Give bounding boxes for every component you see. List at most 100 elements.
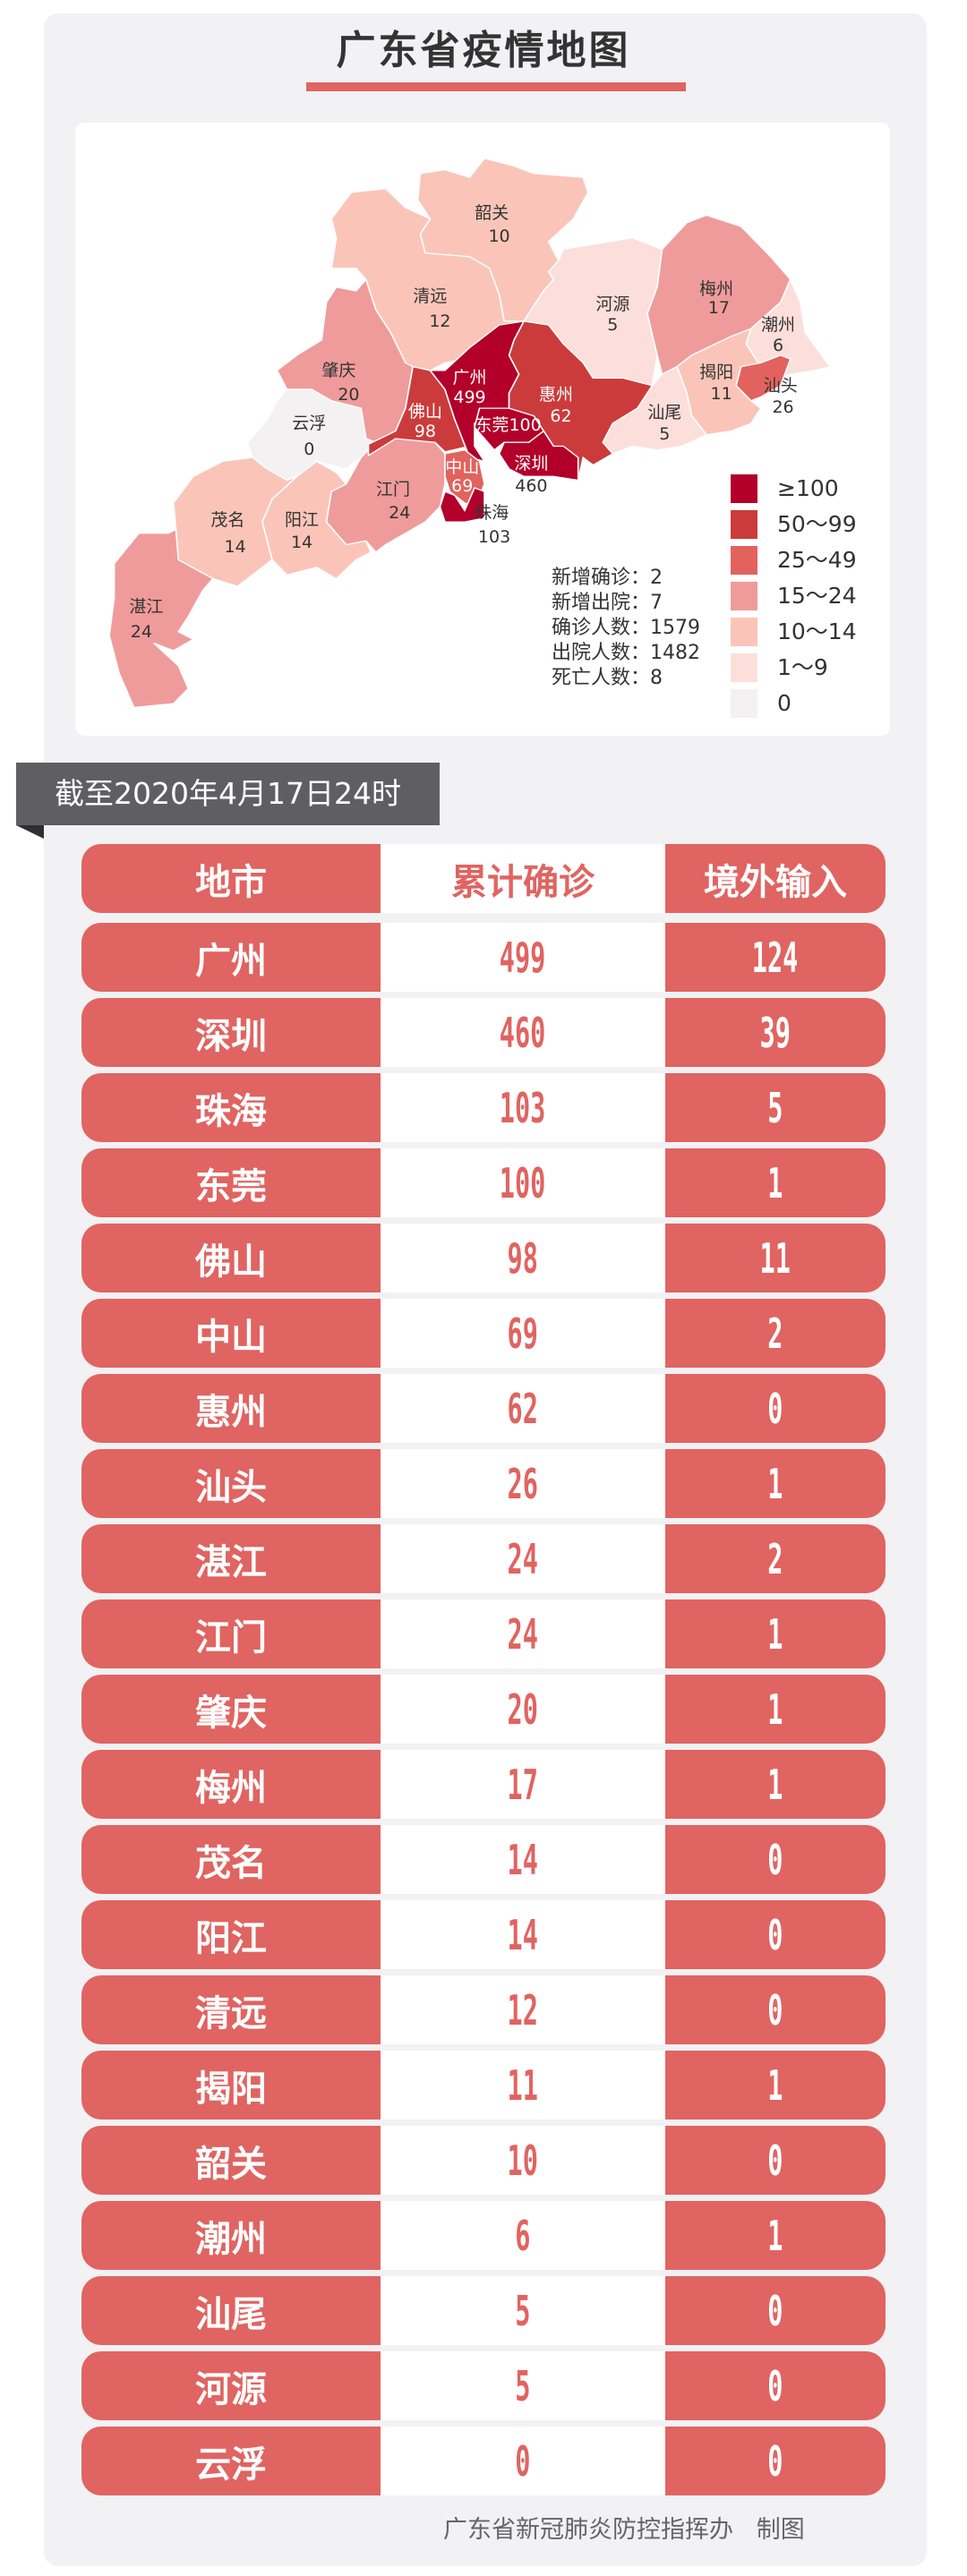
- stat-total-discharged: 出院人数：1482: [552, 642, 700, 664]
- region-name: 梅州: [699, 278, 734, 299]
- total-confirmed-value: 20: [507, 1685, 539, 1734]
- total-confirmed-cell: 24: [381, 1599, 665, 1668]
- region-name: 汕尾: [647, 403, 682, 423]
- legend-label: 1～9: [777, 654, 828, 680]
- total-confirmed-cell: 24: [381, 1524, 665, 1593]
- imported-value: 1: [767, 1609, 783, 1659]
- region-value: 460: [515, 475, 548, 496]
- city-cell: 河源: [81, 2351, 381, 2420]
- table-row: 汕头 26 1: [81, 1449, 886, 1518]
- region-name: 韶关: [475, 203, 509, 224]
- stat-new-discharged: 新增出院：7: [552, 592, 663, 614]
- legend-label: 50～99: [777, 511, 857, 537]
- imported-cell: 5: [665, 1073, 886, 1142]
- table-row: 中山 69 2: [81, 1299, 886, 1368]
- region-name: 深圳: [514, 453, 549, 473]
- stat-new-confirmed: 新增确诊：2: [552, 567, 663, 589]
- total-confirmed-value: 103: [500, 1083, 546, 1132]
- region-value: 26: [772, 397, 794, 418]
- legend-label: 15～24: [777, 583, 857, 609]
- total-confirmed-value: 5: [515, 2361, 531, 2410]
- header-city: 地市: [81, 844, 381, 913]
- city-cell: 珠海: [81, 1073, 381, 1142]
- city-cell: 肇庆: [81, 1675, 381, 1744]
- region-value: 14: [224, 536, 246, 557]
- imported-value: 0: [767, 2136, 783, 2185]
- imported-cell: 124: [665, 923, 886, 992]
- city-cell: 中山: [81, 1299, 381, 1368]
- total-confirmed-cell: 0: [381, 2427, 665, 2495]
- table-row: 广州 499 124: [81, 923, 886, 992]
- region-value: 5: [607, 315, 619, 336]
- region-name: 中山: [445, 456, 480, 477]
- city-cell: 湛江: [81, 1524, 381, 1593]
- legend-swatch: [731, 689, 757, 718]
- total-confirmed-cell: 5: [381, 2351, 665, 2420]
- imported-value: 0: [767, 1384, 783, 1433]
- map-region: [735, 354, 792, 402]
- table-row: 肇庆 20 1: [81, 1675, 886, 1744]
- map-stats: 新增确诊：2 新增出院：7 确诊人数：1579 出院人数：1482 死亡人数：8: [552, 566, 700, 691]
- legend-swatch: [731, 474, 757, 503]
- region-value: 17: [707, 298, 730, 319]
- total-confirmed-value: 12: [507, 1985, 539, 2034]
- imported-value: 2: [767, 1309, 783, 1358]
- total-confirmed-value: 6: [515, 2211, 531, 2260]
- region-value: 0: [304, 439, 315, 459]
- imported-value: 5: [767, 1083, 783, 1132]
- total-confirmed-cell: 100: [381, 1148, 665, 1217]
- total-confirmed-value: 5: [515, 2286, 531, 2335]
- imported-value: 0: [767, 2436, 783, 2486]
- imported-value: 2: [767, 1534, 783, 1583]
- total-confirmed-cell: 5: [381, 2276, 665, 2345]
- table-row: 汕尾 5 0: [81, 2276, 886, 2345]
- region-value: 24: [130, 621, 152, 642]
- total-confirmed-cell: 10: [381, 2126, 665, 2195]
- region-value: 20: [338, 385, 360, 405]
- city-cell: 阳江: [81, 1900, 381, 1969]
- region-name: 汕头: [763, 375, 798, 396]
- total-confirmed-value: 100: [500, 1158, 546, 1207]
- region-name: 湛江: [129, 597, 164, 618]
- imported-cell: 2: [665, 1524, 886, 1593]
- total-confirmed-cell: 103: [381, 1073, 665, 1142]
- legend-label: 0: [777, 690, 792, 716]
- table-row: 深圳 460 39: [81, 998, 886, 1067]
- city-cell: 汕尾: [81, 2276, 381, 2345]
- region-value: 11: [710, 384, 732, 405]
- region-name: 茂名: [210, 509, 245, 530]
- region-value: 6: [772, 336, 784, 356]
- imported-cell: 0: [665, 1374, 886, 1443]
- imported-value: 0: [767, 1910, 783, 1959]
- legend-swatch: [731, 618, 757, 646]
- total-confirmed-cell: 26: [381, 1449, 665, 1518]
- table-row: 揭阳 11 1: [81, 2051, 886, 2120]
- table-row: 东莞 100 1: [81, 1148, 886, 1217]
- total-confirmed-value: 62: [507, 1384, 539, 1433]
- city-cell: 清远: [81, 1975, 381, 2044]
- imported-cell: 1: [665, 1599, 886, 1668]
- city-cell: 惠州: [81, 1374, 381, 1443]
- table-row: 阳江 14 0: [81, 1900, 886, 1969]
- legend-swatch: [731, 546, 757, 575]
- table-row: 梅州 17 1: [81, 1750, 886, 1819]
- table-row: 惠州 62 0: [81, 1374, 886, 1443]
- imported-cell: 11: [665, 1224, 886, 1292]
- region-value: 98: [414, 421, 436, 441]
- table-row: 湛江 24 2: [81, 1524, 886, 1593]
- imported-value: 1: [767, 2211, 783, 2260]
- stat-deaths: 死亡人数：8: [552, 667, 663, 689]
- region-name: 惠州: [538, 385, 573, 405]
- total-confirmed-value: 98: [507, 1233, 539, 1283]
- table-header: 地市 累计确诊 境外输入: [81, 844, 886, 913]
- total-confirmed-cell: 14: [381, 1825, 665, 1894]
- map-region: [498, 430, 579, 482]
- city-cell: 揭阳: [81, 2051, 381, 2120]
- total-confirmed-value: 499: [500, 933, 546, 982]
- legend-label: ≥100: [777, 475, 839, 501]
- table-row: 佛山 98 11: [81, 1224, 886, 1292]
- region-name: 佛山: [407, 402, 442, 422]
- guangdong-map: [108, 158, 832, 709]
- banner-fold: [16, 825, 44, 839]
- table-row: 江门 24 1: [81, 1599, 886, 1668]
